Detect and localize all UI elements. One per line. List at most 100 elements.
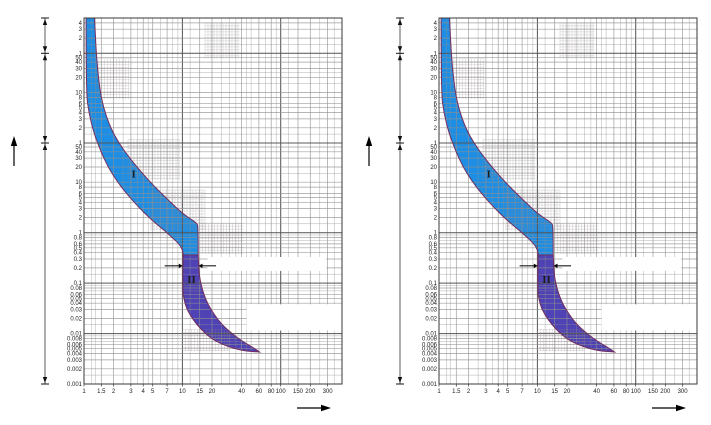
svg-text:1: 1 (434, 51, 438, 57)
svg-text:1.5: 1.5 (97, 389, 106, 395)
grid-gaps (562, 257, 697, 331)
svg-text:30: 30 (75, 66, 82, 72)
dim-arrow-down-icon (397, 46, 403, 53)
svg-text:5: 5 (79, 195, 83, 201)
axis-direction-arrows (365, 136, 686, 412)
svg-text:0.6: 0.6 (74, 242, 83, 248)
band-II (182, 255, 260, 352)
plot-border (438, 17, 698, 385)
svg-text:7: 7 (520, 389, 524, 395)
region-label-ii: II (542, 274, 551, 286)
svg-text:4: 4 (434, 200, 438, 206)
y-axis-arrow-icon (10, 136, 18, 146)
svg-text:3: 3 (79, 207, 83, 213)
svg-text:4: 4 (434, 111, 438, 117)
svg-text:60: 60 (611, 389, 618, 395)
svg-text:1: 1 (79, 141, 83, 147)
svg-text:1: 1 (82, 389, 86, 395)
svg-text:40: 40 (238, 389, 245, 395)
svg-text:6: 6 (434, 102, 438, 108)
svg-text:0.02: 0.02 (70, 316, 82, 322)
svg-text:6: 6 (79, 102, 83, 108)
svg-text:200: 200 (660, 389, 671, 395)
svg-text:1: 1 (434, 231, 438, 237)
svg-text:15: 15 (196, 389, 203, 395)
svg-text:0.01: 0.01 (425, 332, 437, 338)
dim-arrow-down-icon (42, 135, 48, 142)
svg-text:0.5: 0.5 (74, 246, 83, 252)
dim-arrow-down-icon (42, 46, 48, 53)
svg-text:8: 8 (434, 185, 438, 191)
svg-text:1: 1 (79, 51, 83, 57)
svg-text:0.08: 0.08 (425, 286, 437, 292)
svg-text:4: 4 (434, 21, 438, 27)
y-axis-labels: 432150403020108654321504030201086543210.… (422, 21, 438, 388)
svg-text:0.01: 0.01 (70, 332, 82, 338)
region-label-i: I (132, 168, 136, 180)
svg-text:0.3: 0.3 (74, 257, 83, 263)
svg-text:100: 100 (276, 389, 287, 395)
svg-text:10: 10 (430, 91, 437, 97)
svg-text:150: 150 (648, 389, 659, 395)
svg-text:60: 60 (256, 389, 263, 395)
svg-text:2: 2 (467, 389, 471, 395)
svg-text:3: 3 (484, 389, 488, 395)
x-axis-labels: 1 1.5 2 3 4 5 7 10 15 20 40 60 80 100 150 200 300 (82, 384, 333, 395)
svg-text:20: 20 (430, 75, 437, 81)
svg-text:20: 20 (430, 165, 437, 171)
region-label-ii: II (187, 274, 196, 286)
svg-text:8: 8 (434, 95, 438, 101)
svg-text:3: 3 (434, 27, 438, 33)
svg-text:5: 5 (506, 389, 510, 395)
svg-text:0.006: 0.006 (67, 343, 83, 349)
dim-arrow-up-icon (397, 19, 403, 25)
band-I (441, 18, 554, 255)
dim-arrow-up-icon (42, 19, 48, 25)
svg-text:0.03: 0.03 (70, 308, 82, 314)
svg-text:80: 80 (623, 389, 630, 395)
svg-text:0.005: 0.005 (422, 347, 438, 353)
svg-text:0.8: 0.8 (429, 236, 438, 242)
svg-text:7: 7 (165, 389, 169, 395)
svg-text:0.2: 0.2 (429, 266, 438, 272)
svg-text:0.008: 0.008 (67, 336, 83, 342)
svg-text:15: 15 (551, 389, 558, 395)
svg-text:2: 2 (79, 126, 83, 132)
plot: III4321504030201086543215040302010865432… (10, 17, 343, 412)
svg-text:20: 20 (75, 165, 82, 171)
svg-text:0.4: 0.4 (429, 251, 438, 257)
svg-text:80: 80 (268, 389, 275, 395)
svg-text:0.3: 0.3 (429, 257, 438, 263)
svg-text:0.05: 0.05 (425, 296, 437, 302)
svg-text:300: 300 (678, 389, 689, 395)
bands (86, 18, 260, 352)
neck-width-arrows (519, 263, 572, 269)
svg-text:0.06: 0.06 (425, 292, 437, 298)
svg-text:0.005: 0.005 (67, 347, 83, 353)
neck-width-arrows (164, 263, 217, 269)
x-axis-labels: 1 1.5 2 3 4 5 7 10 15 20 40 60 80 100 150 200 300 (437, 384, 688, 395)
svg-text:40: 40 (430, 60, 437, 66)
svg-text:0.04: 0.04 (425, 301, 437, 307)
svg-text:10: 10 (75, 180, 82, 186)
svg-text:50: 50 (430, 145, 437, 151)
svg-text:0.004: 0.004 (422, 352, 438, 358)
dim-arrow-up-icon (397, 143, 403, 150)
svg-text:6: 6 (79, 191, 83, 197)
svg-text:0.003: 0.003 (67, 358, 83, 364)
svg-text:0.5: 0.5 (429, 246, 438, 252)
svg-text:200: 200 (305, 389, 316, 395)
svg-text:50: 50 (75, 145, 82, 151)
svg-text:3: 3 (434, 117, 438, 123)
svg-text:5: 5 (434, 106, 438, 112)
band-outlines (85, 18, 262, 353)
svg-text:5: 5 (434, 195, 438, 201)
svg-text:30: 30 (75, 156, 82, 162)
band-I (86, 18, 199, 255)
trip-curve-chart-left: III4321504030201086543215040302010865432… (10, 17, 343, 412)
dim-arrow-down-icon (42, 377, 48, 383)
svg-text:0.004: 0.004 (67, 352, 83, 358)
svg-text:2: 2 (434, 126, 438, 132)
unit-dimension-line (396, 17, 404, 385)
